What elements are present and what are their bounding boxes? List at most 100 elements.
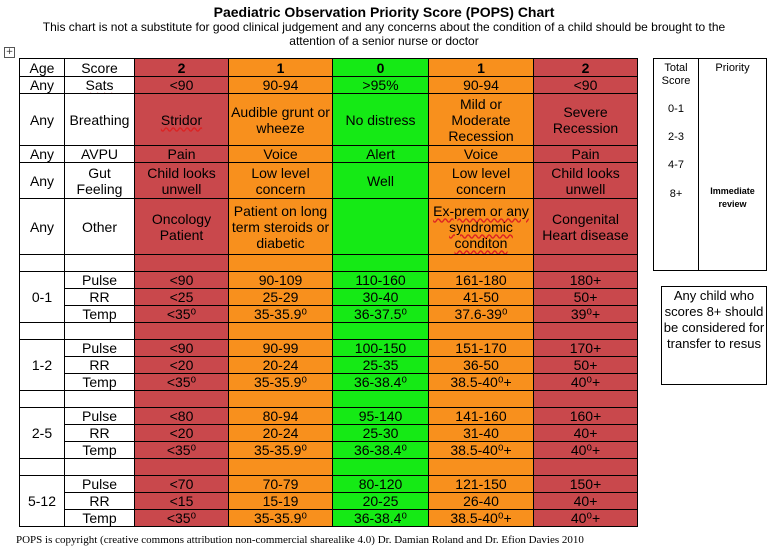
score-cell: 25-30 <box>332 424 429 442</box>
spacer-cell <box>533 322 638 340</box>
chart-subtitle: This chart is not a substitute for good … <box>42 20 726 48</box>
score-cell <box>332 198 429 255</box>
spacer-cell <box>64 254 135 272</box>
score-cell: 70-79 <box>228 475 333 493</box>
score-cell-text: 80-94 <box>262 408 299 424</box>
score-cell-text: 170+ <box>569 340 602 356</box>
score-cell: Mild or Moderate Recession <box>428 93 534 146</box>
score-cell: 141-160 <box>428 407 534 425</box>
score-cell-text: Pain <box>571 146 600 162</box>
score-cell-text: 20-25 <box>362 493 399 509</box>
score-cell-text: Low level concern <box>251 164 310 197</box>
score-cell: 90-94 <box>228 76 333 94</box>
age-cell: Any <box>19 145 65 163</box>
score-cell-text: 31-40 <box>463 425 499 441</box>
table-move-handle-icon[interactable]: + <box>4 47 15 58</box>
table-row: Any AVPU Pain Voice Alert Voice Pain <box>19 145 638 163</box>
score-cell-text: 36-38.4⁰ <box>353 510 408 526</box>
score-cell: <80 <box>134 407 229 425</box>
table-row: RR <20 20-24 25-30 31-40 40+ <box>20 424 638 442</box>
spacer-cell <box>64 458 135 476</box>
parameter-cell-text: Breathing <box>69 111 130 128</box>
score-cell: Oncology Patient <box>134 198 229 255</box>
priority-header: Priority <box>715 62 750 74</box>
score-cell-text: <90 <box>169 272 194 288</box>
score-cell-text: Patient on long term steroids or diabeti… <box>231 202 330 251</box>
table-row: Temp <35⁰ 35-35.9⁰ 36-37.5⁰ 37.6-39⁰ 39⁰+ <box>20 305 638 323</box>
score-cell-text: 35-35.9⁰ <box>253 374 308 390</box>
score-cell-text: 141-160 <box>455 408 507 424</box>
age-group-cell-text: 5-12 <box>27 493 57 509</box>
parameter-cell: Temp <box>64 441 135 459</box>
score-cell: Audible grunt or wheeze <box>228 93 333 146</box>
parameter-cell-text: Pulse <box>81 408 118 424</box>
age-cell: Any <box>19 198 65 255</box>
spacer-cell <box>134 390 229 408</box>
score-cell: 40⁰+ <box>533 373 638 391</box>
score-cell: Severe Recession <box>533 93 638 146</box>
priority-column: Priority Immediate review <box>699 59 766 270</box>
total-score-header: Total Score <box>661 62 691 87</box>
score-value-header-text: 2 <box>581 59 590 76</box>
age-cell-text: Any <box>29 146 55 162</box>
score-cell-text: Ex-prem or any syndromic conditon <box>433 202 529 251</box>
copyright-footer: POPS is copyright (creative commons attr… <box>16 534 584 546</box>
total-score-range: 8+ <box>669 188 683 200</box>
parameter-cell-text: Temp <box>82 442 117 458</box>
spacer-cell <box>228 458 333 476</box>
score-cell-text: 38.5-40⁰+ <box>450 510 512 526</box>
table-row: RR <15 15-19 20-25 26-40 40+ <box>20 492 638 510</box>
pops-table: Age Score 2 1 0 1 2 Any Sats <90 90-94 >95% 90-94 <90… <box>19 58 638 527</box>
score-cell-text: <20 <box>169 425 194 441</box>
score-cell-text: <90 <box>169 340 194 356</box>
score-cell: 35-35.9⁰ <box>228 441 333 459</box>
score-cell: <20 <box>134 424 229 442</box>
score-cell: 90-109 <box>228 271 333 289</box>
parameter-cell-text: RR <box>89 493 110 509</box>
score-cell-text: 95-140 <box>358 408 403 424</box>
score-cell: 50+ <box>533 356 638 374</box>
age-header: Age <box>19 58 65 77</box>
score-cell-text: Congenital Heart disease <box>542 210 629 243</box>
spacer-cell <box>19 390 65 408</box>
score-cell: 36-38.4⁰ <box>332 509 429 527</box>
spacer-cell <box>134 254 229 272</box>
immediate-review-label: Immediate review <box>710 186 755 209</box>
age-cell-text: Any <box>29 218 55 235</box>
table-row: Temp <35⁰ 35-35.9⁰ 36-38.4⁰ 38.5-40⁰+ 40⁰+ <box>20 441 638 459</box>
score-cell-text: 40+ <box>573 425 598 441</box>
score-cell: 40+ <box>533 424 638 442</box>
spacer-cell <box>228 390 333 408</box>
spacer-cell <box>428 322 534 340</box>
score-cell-text: No distress <box>345 111 416 128</box>
score-cell-text: 90-99 <box>262 340 299 356</box>
score-cell: 110-160 <box>332 271 429 289</box>
score-cell: >95% <box>332 76 429 94</box>
score-value-header-text: 1 <box>276 59 285 76</box>
spacer-cell <box>533 390 638 408</box>
age-cell: Any <box>19 162 65 199</box>
score-cell-text: Child looks unwell <box>551 164 620 197</box>
score-cell: Patient on long term steroids or diabeti… <box>228 198 333 255</box>
parameter-cell-text: Sats <box>85 77 114 93</box>
score-value-header-text: 0 <box>376 59 385 76</box>
score-cell-text: 40+ <box>573 493 598 509</box>
total-score-column: Total Score 0-1 2-3 4-7 8+ <box>654 59 699 270</box>
spacer-cell <box>428 390 534 408</box>
score-value-header-text: 1 <box>477 59 485 76</box>
score-cell: 80-120 <box>332 475 429 493</box>
score-cell-text: <70 <box>169 476 194 492</box>
table-row: Any Breathing Stridor Audible grunt or whee… <box>19 93 638 146</box>
parameter-cell: RR <box>64 288 135 306</box>
parameter-cell: Pulse <box>64 271 135 289</box>
age-cell-text: Any <box>29 111 55 128</box>
parameter-cell-text: RR <box>89 289 110 305</box>
score-cell-text: 50+ <box>573 289 598 305</box>
score-cell-text: Oncology Patient <box>151 210 212 243</box>
score-cell-text: 36-38.4⁰ <box>353 442 408 458</box>
score-cell: 170+ <box>533 339 638 357</box>
score-cell-text: Low level concern <box>451 164 511 197</box>
age-cell: Any <box>19 76 65 94</box>
score-cell: <25 <box>134 288 229 306</box>
score-cell-text: 15-19 <box>262 493 299 509</box>
